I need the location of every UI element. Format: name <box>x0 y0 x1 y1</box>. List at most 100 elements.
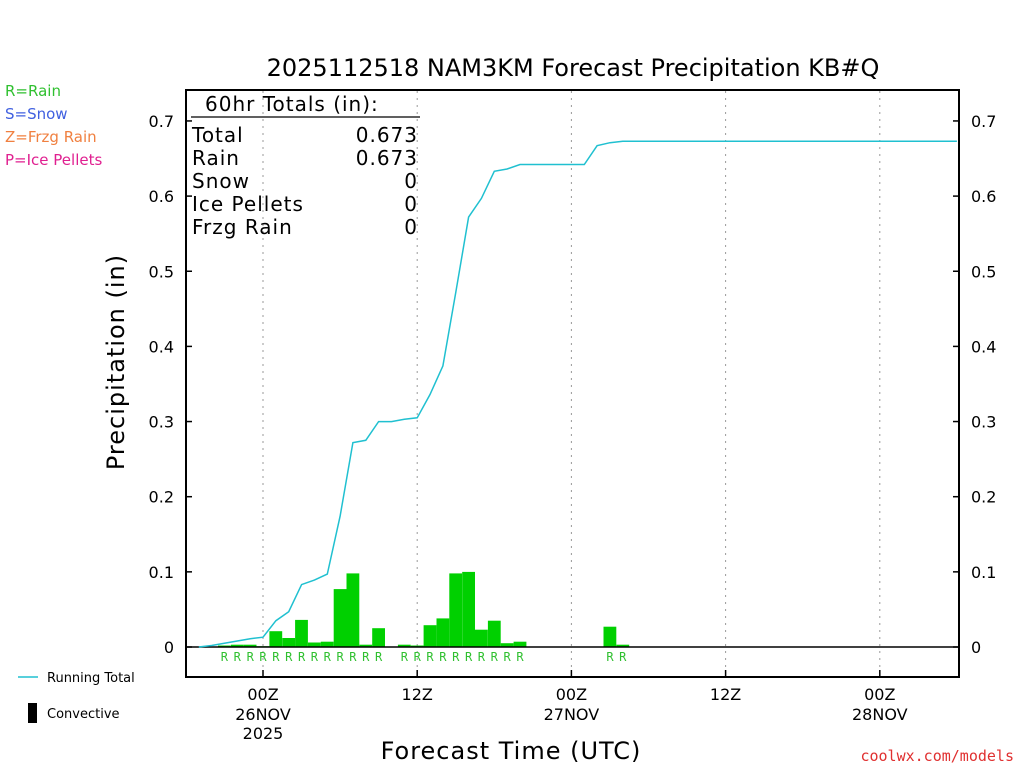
y-tick-label-left: 0.7 <box>149 112 174 131</box>
totals-row-label: Snow <box>192 169 250 193</box>
x-tick-date-label: 26NOV <box>235 705 291 724</box>
totals-row-label: Ice Pellets <box>192 192 304 216</box>
ptype-label: R <box>221 650 229 664</box>
precip-bar <box>333 589 347 647</box>
ptype-label: R <box>285 650 293 664</box>
series-legend: Running Total Convective <box>18 671 135 723</box>
y-tick-label-right: 0.6 <box>971 187 996 206</box>
precip-bar <box>282 638 296 647</box>
totals-row-value: 0.673 <box>356 123 418 147</box>
x-tick-label: 12Z <box>402 685 433 704</box>
ptype-label: R <box>439 650 447 664</box>
running-total-group <box>198 140 957 648</box>
y-tick-label-right: 0.7 <box>971 112 996 131</box>
running-total-legend-label: Running Total <box>47 671 135 686</box>
precip-bar <box>449 573 463 647</box>
y-tick-label-left: 0.6 <box>149 187 174 206</box>
y-tick-label-left: 0.1 <box>149 563 174 582</box>
precip-bar <box>308 642 321 647</box>
ptype-label: R <box>324 650 332 664</box>
totals-row-value: 0.673 <box>356 146 418 170</box>
ptype-label: R <box>272 650 280 664</box>
precip-bar <box>346 573 360 647</box>
precip-bar <box>230 644 244 647</box>
ptype-label: R <box>401 650 409 664</box>
y-axis-label: Precipitation (in) <box>102 254 130 470</box>
x-tick-year-label: 2025 <box>243 724 284 743</box>
totals-row-value: 0 <box>404 192 418 216</box>
ptype-label: R <box>349 650 357 664</box>
totals-row-value: 0 <box>404 215 418 239</box>
x-tick-label: 00Z <box>247 685 278 704</box>
ptype-legend-item: P=Ice Pellets <box>5 151 102 169</box>
ptype-label: R <box>478 650 486 664</box>
precip-type-legend: R=Rain S=Snow Z=Frzg Rain P=Ice Pellets <box>5 82 102 169</box>
x-tick-date-label: 27NOV <box>544 705 600 724</box>
convective-legend-swatch <box>28 703 37 723</box>
y-tick-label-right: 0.4 <box>971 337 996 356</box>
precip-bar <box>603 626 617 647</box>
x-axis-label: Forecast Time (UTC) <box>381 737 642 765</box>
precip-bar <box>500 643 514 647</box>
chart-title: 2025112518 NAM3KM Forecast Precipitation… <box>267 54 880 82</box>
ptype-legend-item: R=Rain <box>5 82 61 100</box>
y-tick-label-right: 0.3 <box>971 413 996 432</box>
y-axis-ticks: 0 00.1 0.10.2 0.20.3 0.30.4 0.40.5 0.50.6 0.60.… <box>149 112 997 657</box>
ptype-label: R <box>362 650 370 664</box>
x-tick-label: 00Z <box>556 685 587 704</box>
precip-bar <box>295 619 308 647</box>
y-tick-label-right: 0.2 <box>971 488 996 507</box>
ptype-label: R <box>259 650 267 664</box>
ptype-label: R <box>311 650 319 664</box>
credit-text: coolwx.com/models <box>860 747 1014 765</box>
ptype-label: R <box>516 650 524 664</box>
y-tick-label-right: 0 <box>971 638 981 657</box>
plot-frame <box>185 89 960 678</box>
ptype-label: R <box>452 650 460 664</box>
precip-bar <box>269 631 283 647</box>
y-tick-label-right: 0.5 <box>971 262 996 281</box>
ptype-label: R <box>465 650 473 664</box>
ptype-label: R <box>298 650 306 664</box>
ptype-legend-item: Z=Frzg Rain <box>5 128 97 146</box>
precip-bar <box>462 571 475 647</box>
running-total-line <box>198 140 957 648</box>
ptype-label: R <box>336 650 344 664</box>
precip-bar <box>423 625 437 647</box>
x-tick-date-label: 28NOV <box>852 705 908 724</box>
precip-bar <box>513 641 527 647</box>
ptype-label: R <box>606 650 614 664</box>
ptype-label: R <box>375 650 383 664</box>
convective-legend-label: Convective <box>47 707 120 722</box>
totals-row-label: Frzg Rain <box>192 215 293 239</box>
y-tick-label-left: 0.3 <box>149 413 174 432</box>
y-tick-label-left: 0.2 <box>149 488 174 507</box>
ptype-label: R <box>619 650 627 664</box>
precip-bar <box>487 620 501 647</box>
x-tick-label: 00Z <box>864 685 895 704</box>
ptype-label: R <box>503 650 511 664</box>
precip-bar <box>243 644 257 647</box>
totals-row-label: Total <box>191 123 244 147</box>
precip-bar <box>616 644 630 647</box>
y-tick-label-right: 0.1 <box>971 563 996 582</box>
precip-bar <box>436 618 450 647</box>
x-tick-label: 12Z <box>710 685 741 704</box>
totals-box: 60hr Totals (in): Total 0.673 Rain 0.673 Snow… <box>191 92 420 239</box>
totals-row-value: 0 <box>404 169 418 193</box>
y-tick-label-left: 0.5 <box>149 262 174 281</box>
y-tick-label-left: 0.4 <box>149 337 174 356</box>
ptype-label: R <box>491 650 499 664</box>
bars-group <box>218 571 630 647</box>
precip-bar <box>320 641 334 647</box>
totals-title: 60hr Totals (in): <box>205 92 379 116</box>
precip-bar <box>372 628 385 647</box>
ptype-label: R <box>426 650 434 664</box>
ptype-label: R <box>247 650 255 664</box>
ptype-legend-item: S=Snow <box>5 105 68 123</box>
y-tick-label-left: 0 <box>164 638 174 657</box>
ptype-label: R <box>234 650 242 664</box>
